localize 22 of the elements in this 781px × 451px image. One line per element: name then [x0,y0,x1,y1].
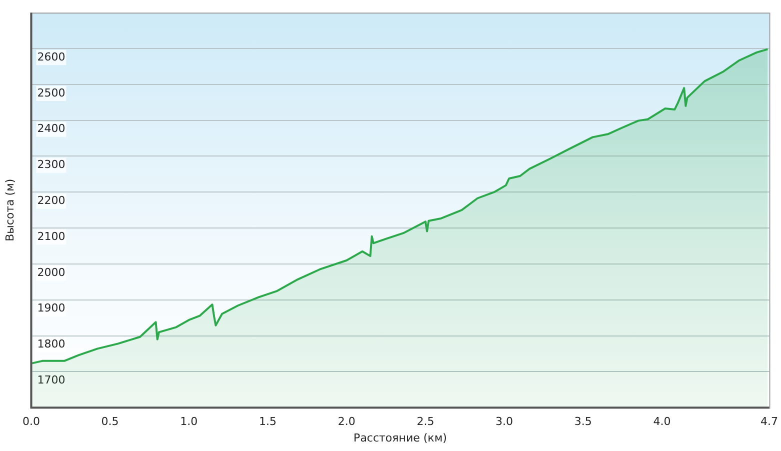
y-tick-label: 1800 [37,338,66,351]
y-tick-label: 2600 [37,50,66,64]
x-tick-label: 4.7 [760,415,778,428]
y-tick-label: 2200 [37,194,66,208]
y-tick-label: 1900 [37,302,66,315]
x-axis-title: Расстояние (км) [354,431,447,444]
x-tick-label: 0.5 [101,415,119,428]
x-tick-label: 0.0 [22,415,40,428]
y-tick-label: 2000 [37,266,66,279]
x-tick-label: 4.0 [653,415,671,428]
y-tick-label: 2400 [37,122,66,136]
x-tick-label: 3.0 [496,415,514,428]
y-tick-label: 1700 [37,374,66,387]
y-tick-label: 2300 [37,158,66,172]
x-tick-label: 2.5 [416,415,434,428]
x-tick-label: 1.0 [180,415,198,428]
y-tick-label: 2500 [37,86,66,100]
x-tick-label: 3.5 [574,415,592,428]
y-axis-title: Высота (м) [3,178,16,242]
x-tick-label: 1.5 [259,415,277,428]
y-tick-label: 2100 [37,230,66,243]
x-tick-label: 2.0 [338,415,356,428]
